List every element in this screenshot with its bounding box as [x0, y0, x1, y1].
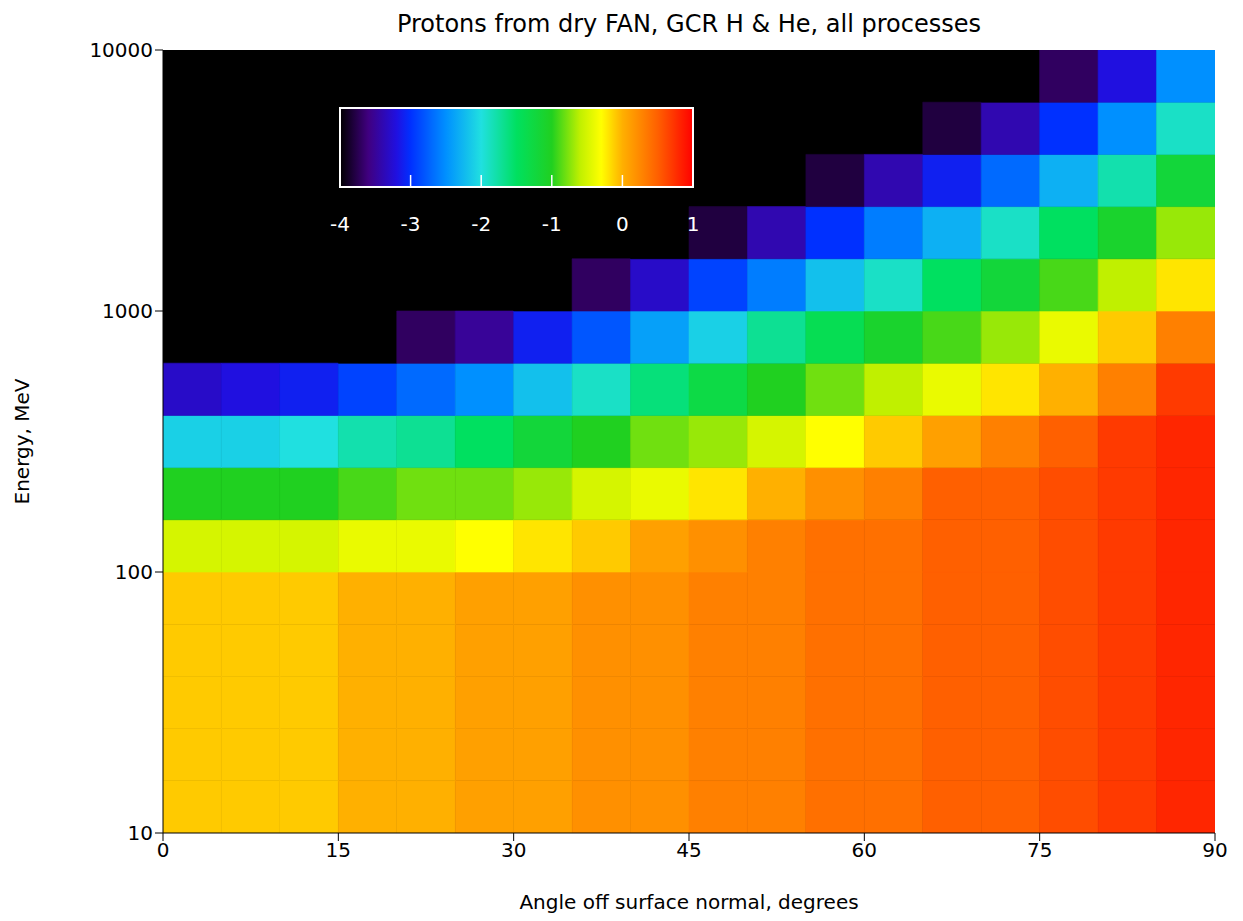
svg-text:0: 0 [616, 212, 629, 236]
svg-text:60: 60 [852, 838, 877, 862]
svg-text:10: 10 [128, 821, 153, 845]
svg-text:Angle off surface normal, degr: Angle off surface normal, degrees [519, 890, 858, 914]
svg-text:100: 100 [115, 560, 153, 584]
svg-text:-2: -2 [471, 212, 491, 236]
svg-text:1: 1 [687, 212, 700, 236]
svg-text:15: 15 [326, 838, 351, 862]
svg-text:45: 45 [676, 838, 701, 862]
svg-text:-4: -4 [330, 212, 350, 236]
svg-text:Energy, MeV: Energy, MeV [10, 378, 34, 504]
svg-text:-3: -3 [401, 212, 421, 236]
svg-text:0: 0 [157, 838, 170, 862]
svg-text:1000: 1000 [102, 299, 153, 323]
svg-text:75: 75 [1027, 838, 1052, 862]
html-text:Protons from dry FAN, GCR H &: Protons from dry FAN, GCR H & He, all pr… [397, 10, 981, 38]
svg-text:30: 30 [501, 838, 526, 862]
svg-text:90: 90 [1202, 838, 1227, 862]
svg-text:-1: -1 [542, 212, 562, 236]
svg-text:10000: 10000 [89, 38, 153, 62]
